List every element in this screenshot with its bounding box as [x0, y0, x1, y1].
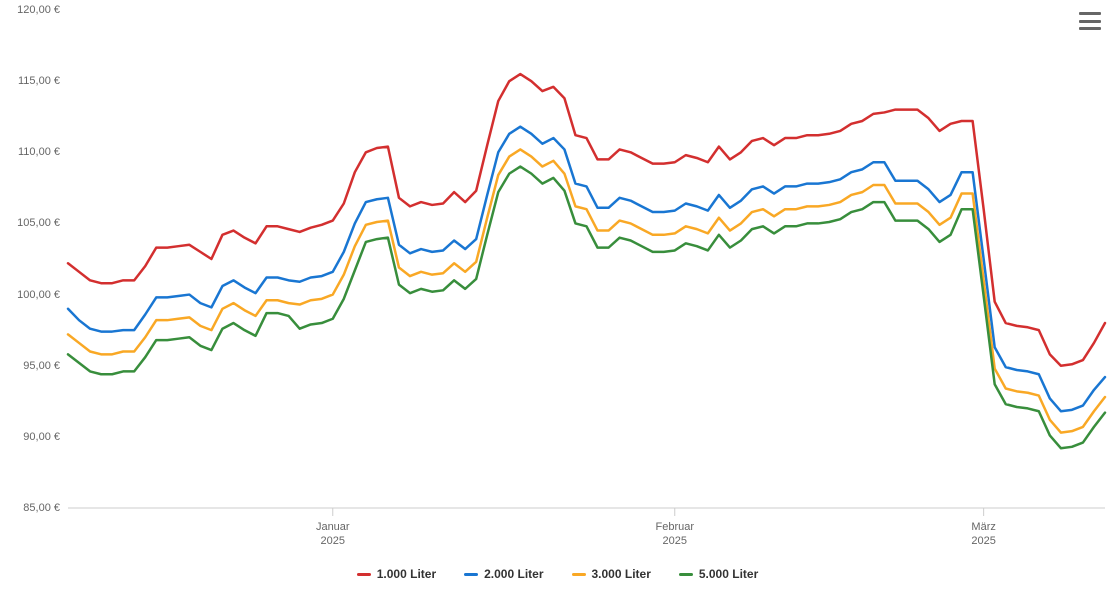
series-line [68, 149, 1105, 432]
plot-area [0, 0, 1115, 608]
x-axis-tick-label: Februar2025 [655, 520, 694, 549]
legend-label: 2.000 Liter [484, 567, 543, 581]
series-line [68, 127, 1105, 412]
legend-label: 1.000 Liter [377, 567, 436, 581]
price-chart: 85,00 €90,00 €95,00 €100,00 €105,00 €110… [0, 0, 1115, 608]
legend-item[interactable]: 2.000 Liter [464, 567, 543, 581]
legend-label: 3.000 Liter [592, 567, 651, 581]
legend-swatch [572, 573, 586, 576]
legend-swatch [679, 573, 693, 576]
legend-swatch [357, 573, 371, 576]
x-axis-tick-label: März2025 [971, 520, 995, 549]
legend-item[interactable]: 3.000 Liter [572, 567, 651, 581]
legend-item[interactable]: 1.000 Liter [357, 567, 436, 581]
legend-item[interactable]: 5.000 Liter [679, 567, 758, 581]
legend-label: 5.000 Liter [699, 567, 758, 581]
legend-swatch [464, 573, 478, 576]
x-axis-tick-label: Januar2025 [316, 520, 350, 549]
legend: 1.000 Liter 2.000 Liter 3.000 Liter 5.000 L… [0, 567, 1115, 581]
